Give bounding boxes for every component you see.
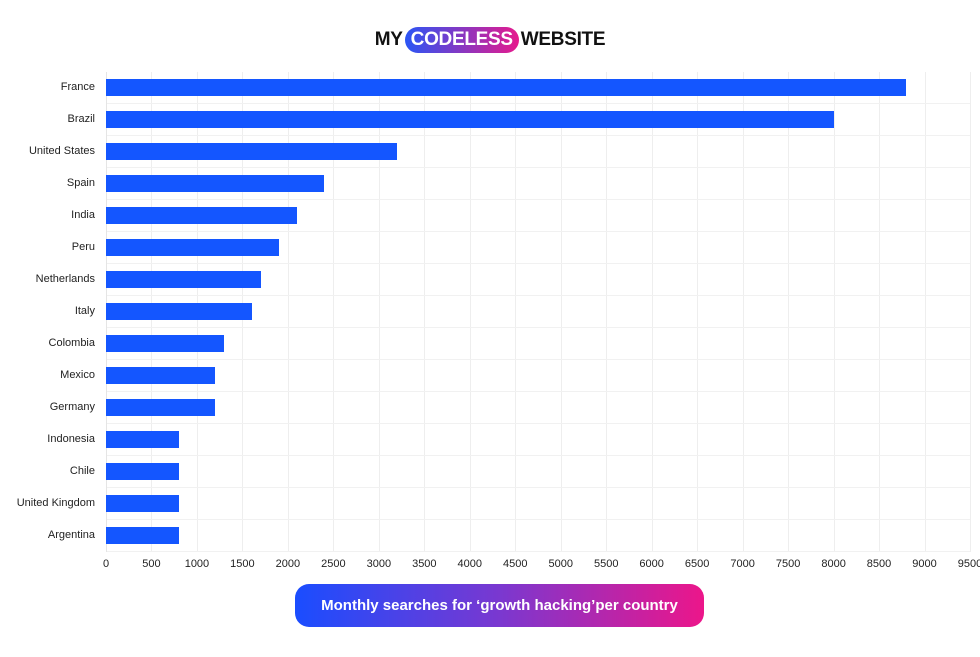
gridline-horizontal [106, 135, 970, 136]
x-tick-label: 8000 [821, 558, 846, 570]
gridline-vertical [606, 72, 608, 552]
bar-spain [106, 175, 325, 192]
brand-logo: MY CODELESS WEBSITE [0, 27, 980, 53]
x-tick-label: 7500 [775, 558, 801, 570]
gridline-vertical [515, 72, 517, 552]
x-tick-label: 1000 [184, 558, 210, 570]
gridline-horizontal [106, 519, 970, 520]
chart-caption: Monthly searches for ‘growth hacking’per… [295, 584, 704, 627]
gridline-vertical [924, 72, 926, 552]
gridline-vertical [378, 72, 380, 552]
bar-united-states [106, 143, 398, 160]
y-category-label: United States [28, 145, 95, 157]
gridline-horizontal [106, 327, 970, 328]
y-category-label: United Kingdom [16, 497, 95, 509]
y-category-label: India [71, 209, 95, 221]
y-category-label: Germany [49, 401, 95, 413]
gridline-vertical [697, 72, 699, 552]
x-tick-label: 500 [142, 558, 161, 570]
bar-chile [106, 463, 179, 480]
bar-germany [106, 399, 216, 416]
x-tick-label: 2500 [321, 558, 346, 570]
x-tick-label: 4500 [503, 558, 528, 570]
x-tick-label: 5500 [593, 558, 619, 570]
bar-netherlands [106, 271, 261, 288]
bar-united-kingdom [106, 495, 179, 512]
gridline-horizontal [106, 167, 970, 168]
x-tick-label: 7000 [730, 558, 755, 570]
bar-chart-plot [106, 72, 971, 552]
bar-india [106, 207, 297, 224]
gridline-horizontal [106, 103, 970, 104]
gridline-vertical [788, 72, 790, 552]
bar-france [106, 79, 907, 96]
gridline-vertical [970, 72, 971, 552]
gridline-horizontal [106, 423, 970, 424]
gridline-vertical [469, 72, 471, 552]
logo-text-website: WEBSITE [520, 29, 606, 50]
x-tick-label: 9000 [912, 558, 937, 570]
x-tick-label: 1500 [230, 558, 255, 570]
gridline-horizontal [106, 231, 970, 232]
y-category-label: Indonesia [47, 433, 95, 445]
gridline-horizontal [106, 455, 970, 456]
gridline-horizontal [106, 295, 970, 296]
bar-italy [106, 303, 252, 320]
gridline-horizontal [106, 359, 970, 360]
bar-colombia [106, 335, 225, 352]
y-category-label: Peru [71, 241, 95, 253]
bar-indonesia [106, 431, 179, 448]
gridline-horizontal [106, 263, 970, 264]
gridline-vertical [333, 72, 335, 552]
y-category-label: Colombia [48, 337, 95, 349]
gridline-horizontal [106, 551, 970, 552]
bar-peru [106, 239, 279, 256]
bar-argentina [106, 527, 179, 544]
x-tick-label: 6000 [639, 558, 664, 570]
x-tick-label: 5000 [548, 558, 573, 570]
x-tick-label: 4000 [457, 558, 483, 570]
gridline-horizontal [106, 487, 970, 488]
y-category-label: France [60, 81, 95, 93]
x-tick-label: 6500 [684, 558, 710, 570]
bar-mexico [106, 367, 216, 384]
gridline-vertical [651, 72, 653, 552]
y-category-label: Spain [66, 177, 95, 189]
x-tick-label: 2000 [275, 558, 301, 570]
y-category-label: Chile [69, 465, 95, 477]
gridline-vertical [560, 72, 562, 552]
y-category-label: Mexico [60, 369, 95, 381]
x-tick-label: 3500 [412, 558, 437, 570]
logo-text-my: MY [374, 29, 403, 50]
y-category-label: Argentina [47, 529, 95, 541]
bar-brazil [106, 111, 834, 128]
y-category-label: Brazil [67, 113, 95, 125]
y-category-label: Italy [74, 305, 95, 317]
gridline-horizontal [106, 199, 970, 200]
x-tick-label: 8500 [866, 558, 892, 570]
x-tick-label: 3000 [366, 558, 392, 570]
gridline-vertical [424, 72, 426, 552]
gridline-vertical [742, 72, 744, 552]
gridline-vertical [287, 72, 289, 552]
x-tick-label: 9500 [957, 558, 980, 570]
y-category-label: Netherlands [35, 273, 95, 285]
x-tick-label: 0 [102, 558, 110, 570]
gridline-vertical [833, 72, 835, 552]
gridline-vertical [879, 72, 881, 552]
logo-pill-codeless: CODELESS [404, 27, 519, 53]
gridline-horizontal [106, 391, 970, 392]
